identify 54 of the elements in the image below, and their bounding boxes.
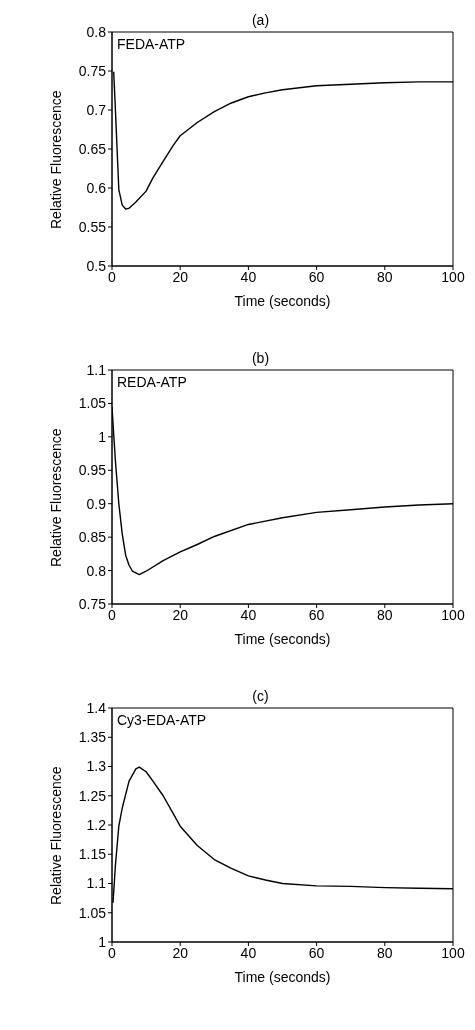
chart-title: (b) <box>251 350 270 366</box>
y-tick-label: 1 <box>98 428 107 445</box>
x-tick-label: 40 <box>240 944 257 961</box>
y-tick-label: 0.85 <box>78 529 107 546</box>
x-tick-label: 80 <box>377 606 393 623</box>
x-tick-label: 100 <box>441 268 465 285</box>
y-tick-label: 1.35 <box>78 729 107 746</box>
y-tick-label: 1.15 <box>78 846 107 863</box>
y-tick-label: 1.2 <box>86 816 107 833</box>
y-tick-label: 0.7 <box>86 101 107 118</box>
x-tick-label: 40 <box>240 268 257 285</box>
y-tick-label: 0.9 <box>86 495 107 512</box>
x-tick-label: 100 <box>441 944 465 961</box>
y-tick-label: 0.75 <box>78 62 107 79</box>
x-tick-label: 20 <box>172 268 189 285</box>
y-tick-label: 0.65 <box>78 140 107 157</box>
y-tick-label: 0.6 <box>86 179 107 196</box>
x-tick-label: 60 <box>308 944 325 961</box>
annotation: FEDA-ATP <box>117 36 186 52</box>
x-axis-title: Time (seconds) <box>234 969 331 985</box>
x-tick-label: 60 <box>308 268 325 285</box>
x-tick-label: 20 <box>172 606 189 623</box>
y-tick-label: 1.25 <box>78 787 107 804</box>
x-tick-label: 80 <box>377 944 393 961</box>
x-tick-label: 20 <box>172 944 189 961</box>
y-tick-label: 0.75 <box>78 595 107 612</box>
x-tick-label: 40 <box>240 606 257 623</box>
y-tick-label: 1.1 <box>86 361 107 378</box>
y-tick-label: 0.8 <box>86 562 107 579</box>
y-tick-label: 1 <box>98 933 107 950</box>
y-tick-label: 1.05 <box>78 395 107 412</box>
y-tick-label: 0.55 <box>78 218 107 235</box>
x-axis-title: Time (seconds) <box>234 631 331 647</box>
annotation: Cy3-EDA-ATP <box>117 712 207 728</box>
y-tick-label: 0.95 <box>78 462 107 479</box>
chart-title: (a) <box>251 12 270 28</box>
y-tick-label: 1.05 <box>78 904 107 921</box>
x-tick-label: 80 <box>377 268 393 285</box>
x-tick-label: 100 <box>441 606 465 623</box>
annotation: REDA-ATP <box>117 374 187 390</box>
chart-title: (c) <box>252 688 269 704</box>
x-tick-label: 60 <box>308 606 325 623</box>
y-axis-title: Relative Fluorescence <box>47 90 64 229</box>
y-tick-label: 1.1 <box>86 875 107 892</box>
y-axis-title: Relative Fluorescence <box>47 428 64 567</box>
y-tick-label: 0.5 <box>86 257 107 274</box>
x-tick-label: 0 <box>108 606 117 623</box>
x-axis-title: Time (seconds) <box>234 293 331 309</box>
y-tick-label: 1.3 <box>86 758 107 775</box>
x-tick-label: 0 <box>108 944 117 961</box>
x-tick-label: 0 <box>108 268 117 285</box>
y-tick-label: 0.8 <box>86 23 107 40</box>
y-tick-label: 1.4 <box>86 699 107 716</box>
y-axis-title: Relative Fluorescence <box>47 766 64 905</box>
